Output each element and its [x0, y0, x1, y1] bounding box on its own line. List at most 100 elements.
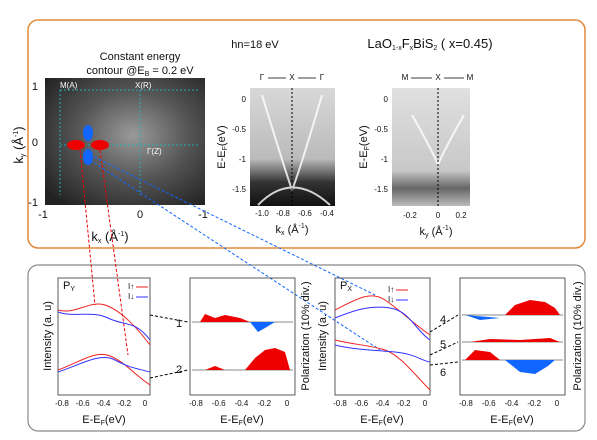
x-tick-label: 0 [285, 399, 290, 408]
point-label: X(R) [135, 81, 152, 90]
pol-area [465, 350, 500, 360]
x-tick-label: -0.8 [333, 399, 347, 408]
x-tick-label: -0.6 [354, 399, 368, 408]
curve [334, 339, 431, 391]
panel-title: PX [340, 280, 352, 293]
x-tick-label: 0 [137, 209, 143, 221]
y-tick-label: 1 [32, 81, 38, 93]
x-tick-label: -0.8 [276, 209, 290, 218]
connectors [79, 149, 381, 356]
cec-map [45, 78, 205, 205]
x-tick-label: -0.6 [298, 209, 312, 218]
arpes-cut [392, 88, 470, 206]
y-axis-label: ky (Å-1) [11, 126, 26, 163]
y-tick-label: 0 [242, 95, 247, 104]
curve-index: 4 [440, 314, 446, 326]
y-tick-label: 0 [32, 137, 38, 149]
y-tick-label: -1 [381, 155, 389, 164]
photon-energy: hn=18 eV [231, 39, 279, 51]
x-axis-label: E-EF(eV) [220, 414, 263, 427]
y-axis-label: Polarization (10% div.) [300, 281, 312, 390]
x-tick-label: 0 [555, 399, 560, 408]
x-ticks: -0.8 -0.6 -0.4 -0.2 0 [189, 399, 290, 408]
pol-area [505, 300, 560, 315]
bottom-panel [27, 264, 586, 432]
curve [334, 344, 431, 363]
cec-sub: contour @EB = 0.2 eV [86, 65, 194, 78]
x-tick-label: -0.8 [55, 399, 69, 408]
pol-area [465, 315, 500, 320]
curve-index: 1 [176, 318, 182, 330]
x-axis-label: E-EF(eV) [82, 414, 125, 427]
x-tick-label: -0.6 [76, 399, 90, 408]
y-tick-label: 0 [384, 95, 389, 104]
curve-index: 6 [440, 367, 446, 379]
curve-index: 2 [176, 364, 182, 376]
x-tick-label: -0.4 [97, 399, 111, 408]
plot-frame [57, 277, 151, 396]
orbitals [67, 125, 109, 165]
plot-frame [334, 277, 431, 396]
x-tick-label: 0 [423, 399, 428, 408]
pol-area [505, 360, 555, 374]
y-tick-label: -1 [239, 155, 247, 164]
legend: I↑ [128, 282, 134, 291]
x-tick-label: -0.8 [459, 399, 473, 408]
path-label: Γ [320, 73, 325, 82]
panel-title: PY [63, 280, 75, 293]
y-tick-label: -1 [28, 197, 38, 209]
x-tick-label: -0.6 [212, 399, 226, 408]
connector [149, 314, 189, 379]
y-tick-label: -1.5 [232, 185, 246, 194]
curve [334, 295, 431, 336]
x-ticks: -0.8 -0.6 -0.4 -0.2 0 [333, 399, 428, 408]
curve-index: 5 [440, 339, 446, 351]
point-label: Γ(Z) [147, 147, 162, 156]
x-tick-label: -0.4 [235, 399, 249, 408]
x-tick-label: -0.4 [505, 399, 519, 408]
pol-area [470, 338, 560, 342]
y-tick-label: -0.5 [232, 125, 246, 134]
x-tick-label: -0.2 [527, 399, 541, 408]
x-tick-label: -0.2 [117, 399, 131, 408]
x-axis-label: ky (Å-1) [420, 225, 453, 239]
pol-area [205, 366, 225, 370]
legend: I↓ [128, 292, 134, 301]
x-axis-label: E-EF(eV) [490, 414, 533, 427]
y-tick-label: -1.5 [374, 185, 388, 194]
x-tick-label: 0.2 [455, 211, 467, 220]
curve [57, 354, 151, 386]
x-axis-label: kx (Å-1) [276, 223, 309, 237]
y-axis-label: Intensity (a. u) [317, 301, 329, 371]
x-tick-label: -0.4 [320, 209, 334, 218]
path-label: X [289, 73, 295, 82]
pol-area [200, 314, 250, 322]
path-label: M [402, 73, 409, 82]
path-label: Γ [260, 73, 265, 82]
x-ticks: -0.8 -0.6 -0.4 -0.2 0 [459, 399, 560, 408]
x-tick-label: -0.6 [482, 399, 496, 408]
plot-frame [189, 277, 296, 396]
pol-area [250, 322, 275, 332]
y-tick-label: -0.5 [374, 125, 388, 134]
legend: I↑ [388, 285, 394, 294]
band [257, 94, 331, 206]
point-label: M(A) [60, 81, 78, 90]
path-label: X [435, 73, 441, 82]
x-tick-label: -0.2 [403, 211, 417, 220]
y-axis-label: Intensity (a. u) [42, 301, 54, 371]
x-tick-label: 0 [436, 211, 441, 220]
x-tick-label: -1 [38, 209, 48, 221]
connector [429, 314, 459, 366]
x-tick-label: 0 [143, 399, 148, 408]
pol-area [245, 348, 290, 370]
path-label: M [467, 73, 474, 82]
compound: LaO1-xFxBiS2 ( x=0.45) [367, 36, 492, 51]
x-tick-label: -0.4 [376, 399, 390, 408]
curve [57, 303, 151, 346]
plot-frame [459, 277, 566, 396]
band [411, 114, 465, 166]
x-ticks: -0.8 -0.6 -0.4 -0.2 0 [55, 399, 148, 408]
y-axis-label: E-EF(eV) [358, 125, 371, 168]
